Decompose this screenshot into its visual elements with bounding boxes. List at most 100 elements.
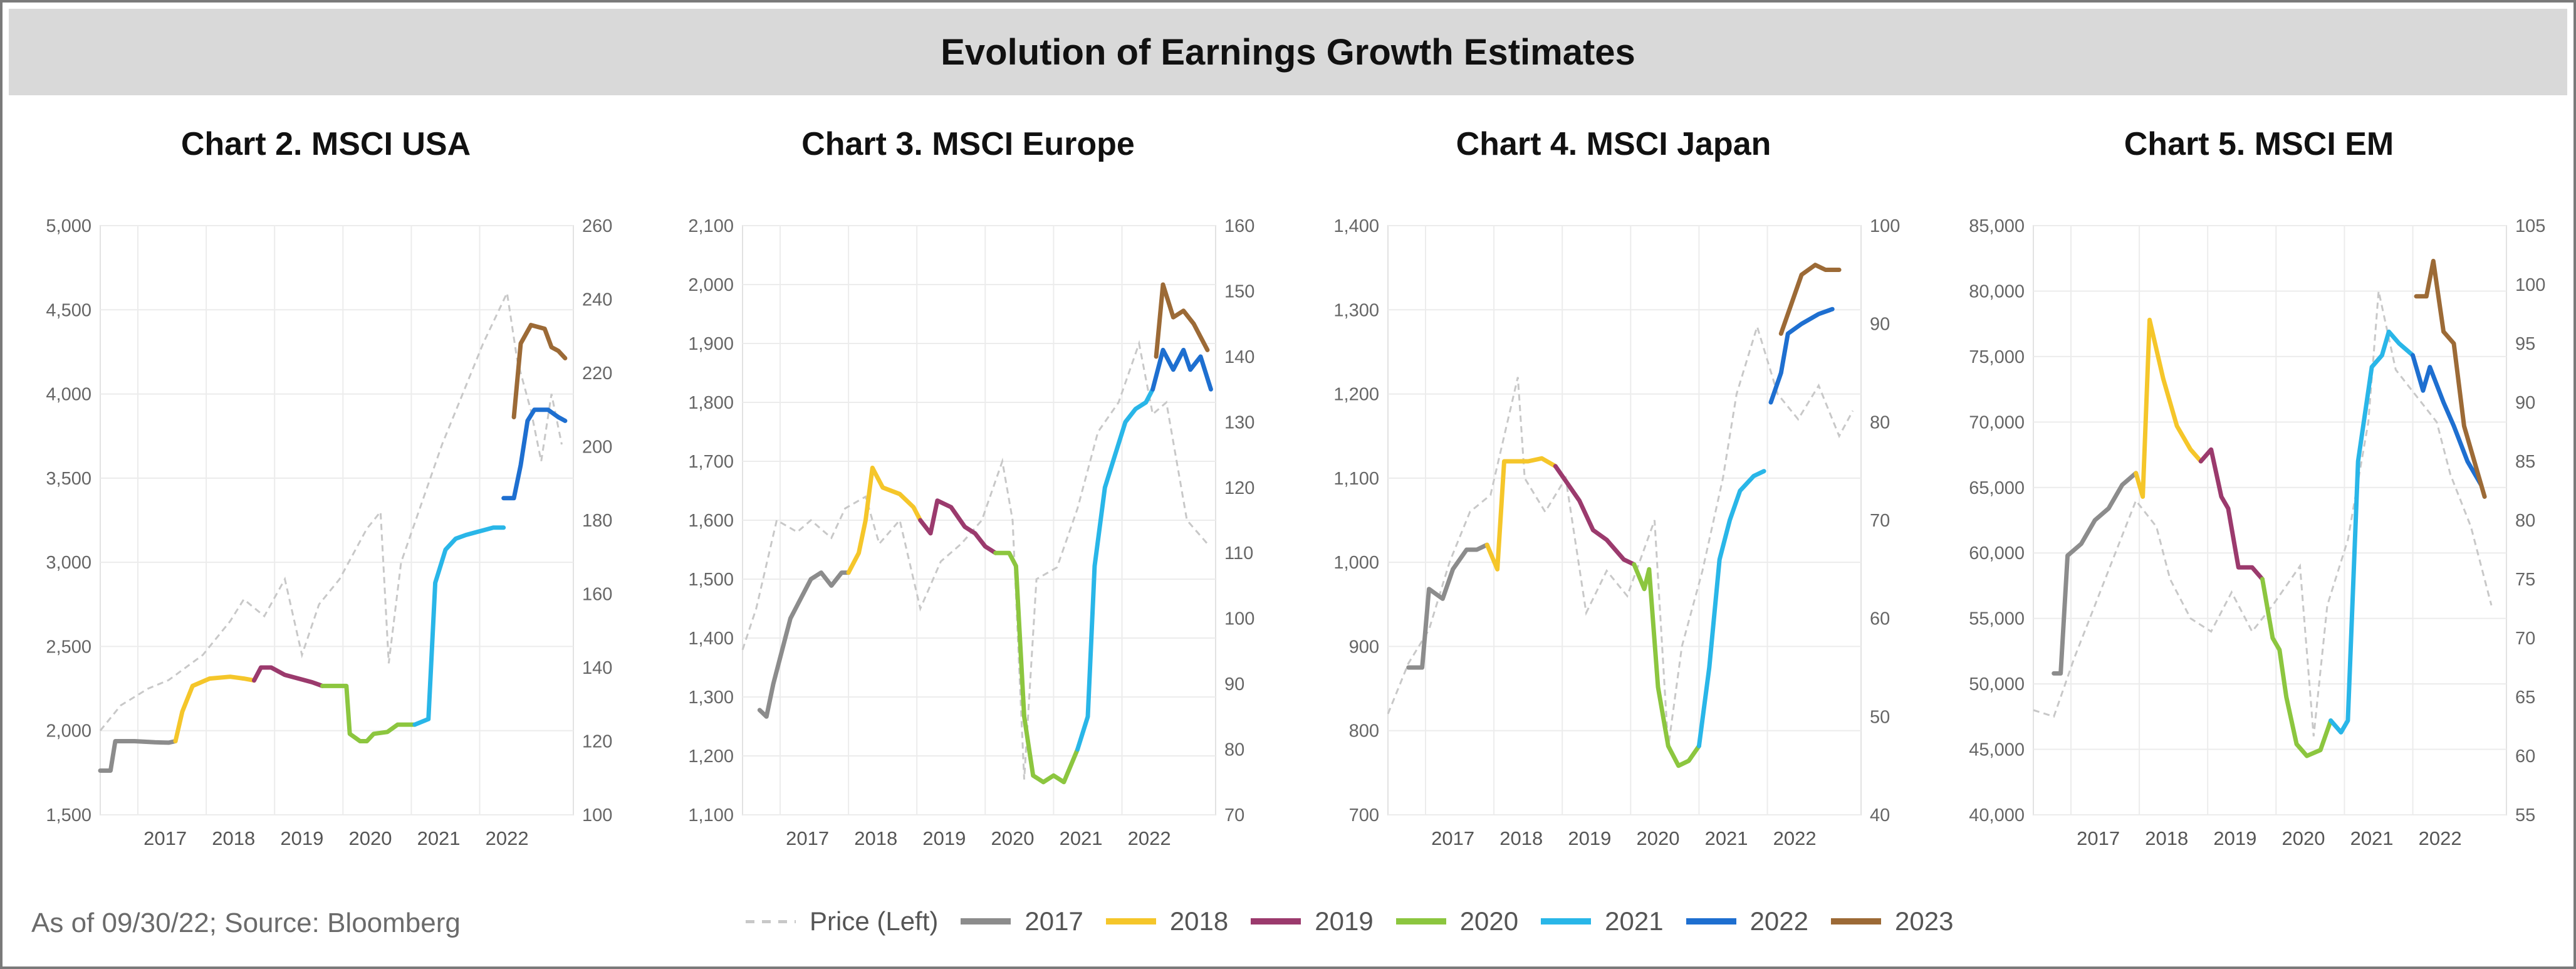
legend-item: 2020 (1395, 906, 1519, 936)
legend-label: 2017 (1025, 906, 1083, 936)
x-tick-label: 2017 (1431, 827, 1474, 849)
x-tick-label: 2017 (143, 827, 187, 849)
plot-area (100, 225, 574, 815)
x-tick-label: 2021 (2350, 827, 2394, 849)
left-tick-label: 50,000 (1969, 674, 2025, 694)
left-tick-label: 55,000 (1969, 609, 2025, 629)
left-tick-label: 65,000 (1969, 478, 2025, 498)
left-tick-label: 75,000 (1969, 347, 2025, 367)
legend-swatch (1541, 918, 1592, 924)
series-line-2018 (846, 465, 923, 575)
legend-item: 2021 (1541, 906, 1664, 936)
right-tick-label: 150 (1224, 281, 1254, 301)
left-tick-label: 60,000 (1969, 543, 2025, 563)
right-tick-label: 240 (582, 290, 612, 310)
series-line-2017 (1406, 542, 1489, 670)
left-tick-label: 1,400 (688, 629, 734, 649)
legend-item: 2018 (1105, 906, 1229, 936)
x-tick-label: 2022 (2419, 827, 2462, 849)
price-line (2033, 291, 2493, 736)
right-tick-label: 120 (1224, 478, 1254, 498)
right-tick-label: 65 (2515, 688, 2535, 708)
chart-title: Chart 2. MSCI USA (180, 126, 471, 162)
x-tick-label: 2019 (2213, 827, 2256, 849)
left-tick-label: 2,100 (688, 216, 734, 236)
right-tick-label: 85 (2515, 452, 2535, 472)
right-tick-label: 100 (1870, 216, 1900, 236)
page-title: Evolution of Earnings Growth Estimates (941, 31, 1635, 73)
left-tick-label: 85,000 (1969, 216, 2025, 236)
legend-item: Price (Left) (746, 906, 938, 936)
right-tick-label: 110 (1224, 543, 1253, 563)
left-tick-label: 4,500 (46, 300, 91, 320)
legend: Price (Left) 2017 2018 2019 2020 2021 20… (746, 903, 1976, 940)
legend-item: 2017 (961, 906, 1083, 936)
right-tick-label: 80 (2515, 511, 2535, 531)
left-tick-label: 45,000 (1969, 740, 2025, 760)
left-tick-label: 70,000 (1969, 412, 2025, 432)
price-line (741, 340, 1209, 780)
right-tick-label: 40 (1870, 805, 1890, 825)
legend-label: Price (Left) (810, 906, 939, 936)
chart-panel-usa: Chart 2. MSCI USA 1,500 2,000 2,500 3,000 3,… (13, 94, 639, 877)
series-line-2018 (2134, 317, 2203, 499)
series-line-2019 (2198, 447, 2265, 582)
x-tick-label: 2021 (1705, 827, 1748, 849)
legend-label: 2020 (1459, 906, 1519, 936)
left-tick-label: 1,500 (688, 570, 734, 590)
series-line-2021 (1075, 387, 1155, 752)
series-line-2023 (511, 323, 568, 419)
price-line (99, 290, 563, 731)
series-line-2023 (1154, 282, 1210, 359)
legend-label: 2018 (1169, 906, 1229, 936)
chart-svg: 1,100 1,200 1,300 1,400 1,500 1,600 1,700 1,800… (688, 216, 1254, 849)
right-tick-label: 70 (2515, 629, 2535, 649)
plot-area (2033, 225, 2507, 815)
legend-swatch (746, 919, 796, 923)
right-tick-label: 260 (582, 216, 612, 236)
right-tick-label: 120 (582, 732, 612, 752)
legend-swatch (961, 918, 1011, 924)
x-tick-label: 2018 (1499, 827, 1543, 849)
chart-svg: 40,000 45,000 50,000 55,000 60,000 65,000 70,0… (1969, 216, 2545, 849)
series-line-2022 (1768, 306, 1835, 405)
left-tick-label: 2,500 (46, 637, 91, 657)
right-tick-label: 105 (2515, 216, 2545, 236)
right-tick-label: 100 (582, 805, 612, 825)
left-tick-label: 3,500 (46, 469, 91, 489)
chart-title: Chart 3. MSCI Europe (801, 126, 1135, 162)
banner: Evolution of Earnings Growth Estimates (9, 9, 2567, 95)
x-tick-label: 2018 (854, 827, 897, 849)
x-tick-label: 2019 (1568, 827, 1611, 849)
right-tick-label: 160 (1224, 216, 1254, 236)
left-tick-label: 800 (1349, 721, 1379, 741)
left-tick-label: 1,800 (688, 393, 734, 413)
left-tick-label: 40,000 (1969, 805, 2025, 825)
left-tick-label: 1,300 (688, 688, 734, 708)
chart-panel-europe: Chart 3. MSCI Europe 1,100 1,200 1,300 1,40… (655, 94, 1281, 877)
x-tick-label: 2017 (786, 827, 829, 849)
series-line-2017 (757, 570, 851, 719)
x-tick-label: 2020 (348, 827, 392, 849)
x-tick-label: 2020 (991, 827, 1034, 849)
right-tick-label: 130 (1224, 412, 1254, 432)
right-tick-label: 70 (1870, 511, 1890, 531)
x-tick-label: 2018 (2145, 827, 2188, 849)
right-tick-label: 75 (2515, 570, 2535, 590)
left-tick-label: 4,000 (46, 385, 91, 405)
right-tick-label: 200 (582, 437, 612, 458)
right-tick-label: 50 (1870, 707, 1890, 727)
left-tick-label: 1,600 (688, 511, 734, 531)
x-tick-label: 2022 (1773, 827, 1817, 849)
right-tick-label: 60 (2515, 746, 2535, 767)
legend-item: 2019 (1251, 906, 1374, 936)
chart-title: Chart 5. MSCI EM (2124, 126, 2394, 162)
right-tick-label: 95 (2515, 334, 2535, 354)
left-tick-label: 1,000 (1333, 553, 1379, 573)
series-line-2021 (2328, 329, 2415, 735)
series-line-2020 (993, 550, 1080, 785)
left-tick-label: 1,300 (1333, 300, 1379, 320)
right-tick-label: 100 (1224, 609, 1254, 629)
left-tick-label: 1,500 (46, 805, 91, 825)
right-tick-label: 80 (1870, 412, 1890, 432)
